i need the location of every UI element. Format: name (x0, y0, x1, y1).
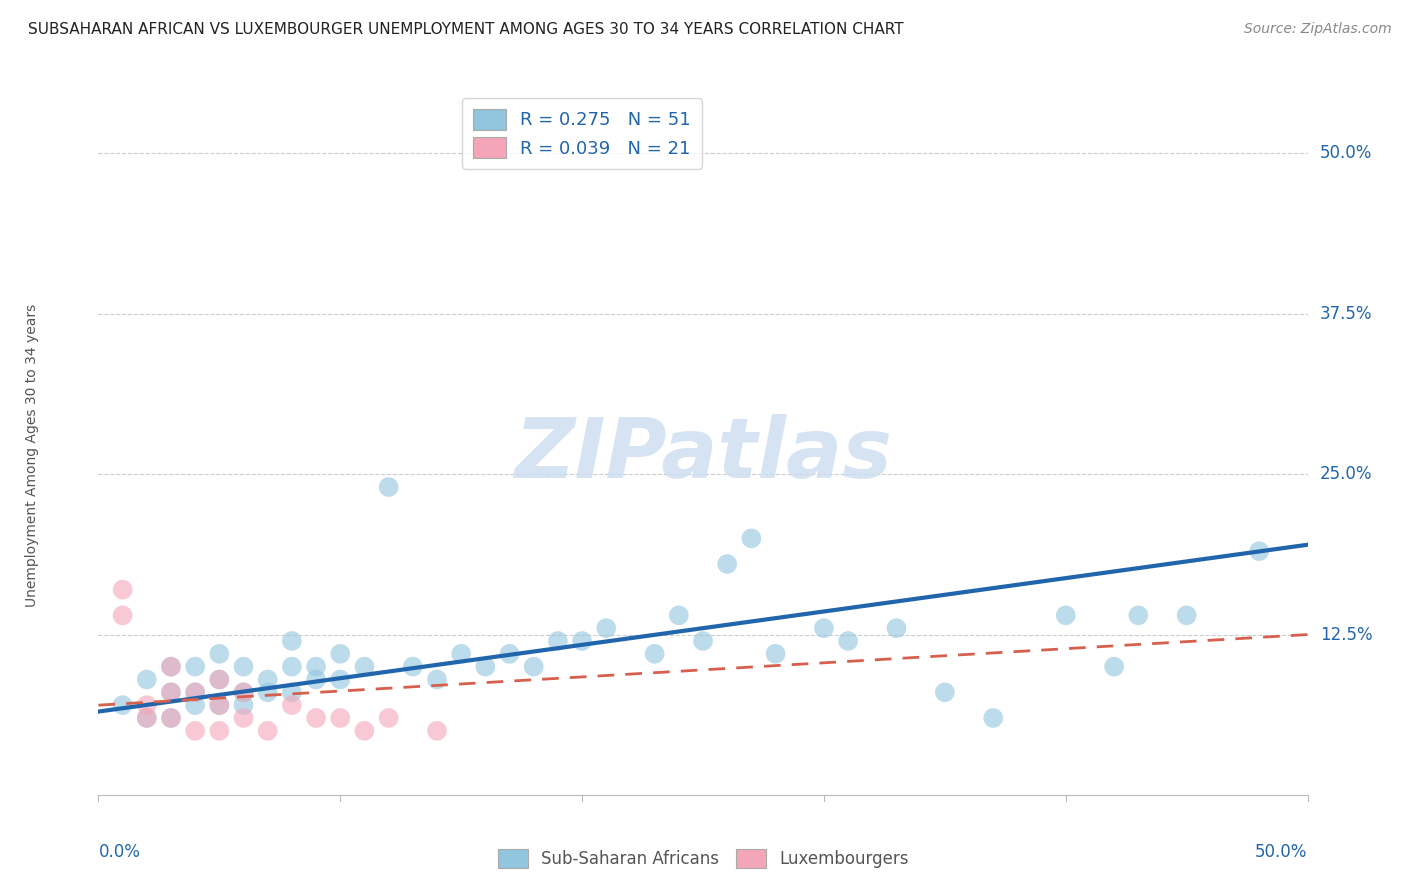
Point (305, 711, 328, 725)
Point (329, 711, 352, 725)
Text: Unemployment Among Ages 30 to 34 years: Unemployment Among Ages 30 to 34 years (25, 303, 39, 607)
Point (765, 647, 787, 661)
Point (644, 647, 666, 661)
Point (934, 685, 956, 699)
Point (281, 685, 304, 699)
Text: Source: ZipAtlas.com: Source: ZipAtlas.com (1244, 22, 1392, 37)
Point (184, 685, 207, 699)
Point (716, 557, 738, 571)
Point (160, 685, 183, 699)
Text: ZIPatlas: ZIPatlas (515, 415, 891, 495)
Text: SUBSAHARAN AFRICAN VS LUXEMBOURGER UNEMPLOYMENT AMONG AGES 30 TO 34 YEARS CORREL: SUBSAHARAN AFRICAN VS LUXEMBOURGER UNEMP… (28, 22, 904, 37)
Point (256, 685, 278, 699)
Point (1249, 544, 1271, 558)
Point (256, 673, 278, 687)
Point (281, 698, 304, 713)
Point (135, 711, 157, 725)
Point (595, 621, 617, 635)
Point (135, 698, 157, 713)
Point (426, 673, 449, 687)
Point (377, 711, 399, 725)
Point (208, 647, 231, 661)
Point (111, 582, 134, 597)
Point (1054, 608, 1077, 623)
Point (281, 659, 304, 673)
Point (571, 634, 593, 648)
Point (837, 634, 859, 648)
Point (281, 634, 304, 648)
Text: 37.5%: 37.5% (1320, 305, 1372, 323)
Point (377, 480, 399, 494)
Text: 25.0%: 25.0% (1320, 465, 1372, 483)
Point (886, 621, 908, 635)
Text: 50.0%: 50.0% (1320, 145, 1372, 162)
Text: 50.0%: 50.0% (1256, 843, 1308, 861)
Point (111, 698, 134, 713)
Point (111, 608, 134, 623)
Point (160, 659, 183, 673)
Point (981, 711, 1004, 725)
Point (450, 647, 472, 661)
Point (1102, 659, 1125, 673)
Text: 0.0%: 0.0% (98, 843, 141, 861)
Point (208, 698, 231, 713)
Point (1128, 608, 1150, 623)
Point (305, 659, 328, 673)
Point (135, 673, 157, 687)
Point (402, 659, 425, 673)
Point (740, 532, 762, 546)
Point (498, 647, 520, 661)
Point (208, 673, 231, 687)
Point (353, 659, 375, 673)
Point (160, 659, 183, 673)
Point (232, 711, 254, 725)
Point (208, 673, 231, 687)
Point (1175, 608, 1198, 623)
Point (547, 634, 569, 648)
Point (256, 723, 278, 738)
Point (426, 723, 449, 738)
Point (160, 711, 183, 725)
Point (523, 659, 546, 673)
Point (232, 698, 254, 713)
Point (160, 711, 183, 725)
Point (813, 621, 835, 635)
Point (135, 711, 157, 725)
Text: 12.5%: 12.5% (1320, 625, 1372, 643)
Point (353, 723, 375, 738)
Point (232, 685, 254, 699)
Point (329, 647, 352, 661)
Point (184, 659, 207, 673)
Point (184, 723, 207, 738)
Point (208, 698, 231, 713)
Point (232, 659, 254, 673)
Legend: Sub-Saharan Africans, Luxembourgers: Sub-Saharan Africans, Luxembourgers (488, 838, 918, 878)
Point (184, 685, 207, 699)
Point (184, 698, 207, 713)
Point (232, 685, 254, 699)
Point (692, 634, 714, 648)
Point (474, 659, 496, 673)
Point (668, 608, 690, 623)
Point (208, 723, 231, 738)
Point (160, 685, 183, 699)
Point (305, 673, 328, 687)
Point (329, 673, 352, 687)
